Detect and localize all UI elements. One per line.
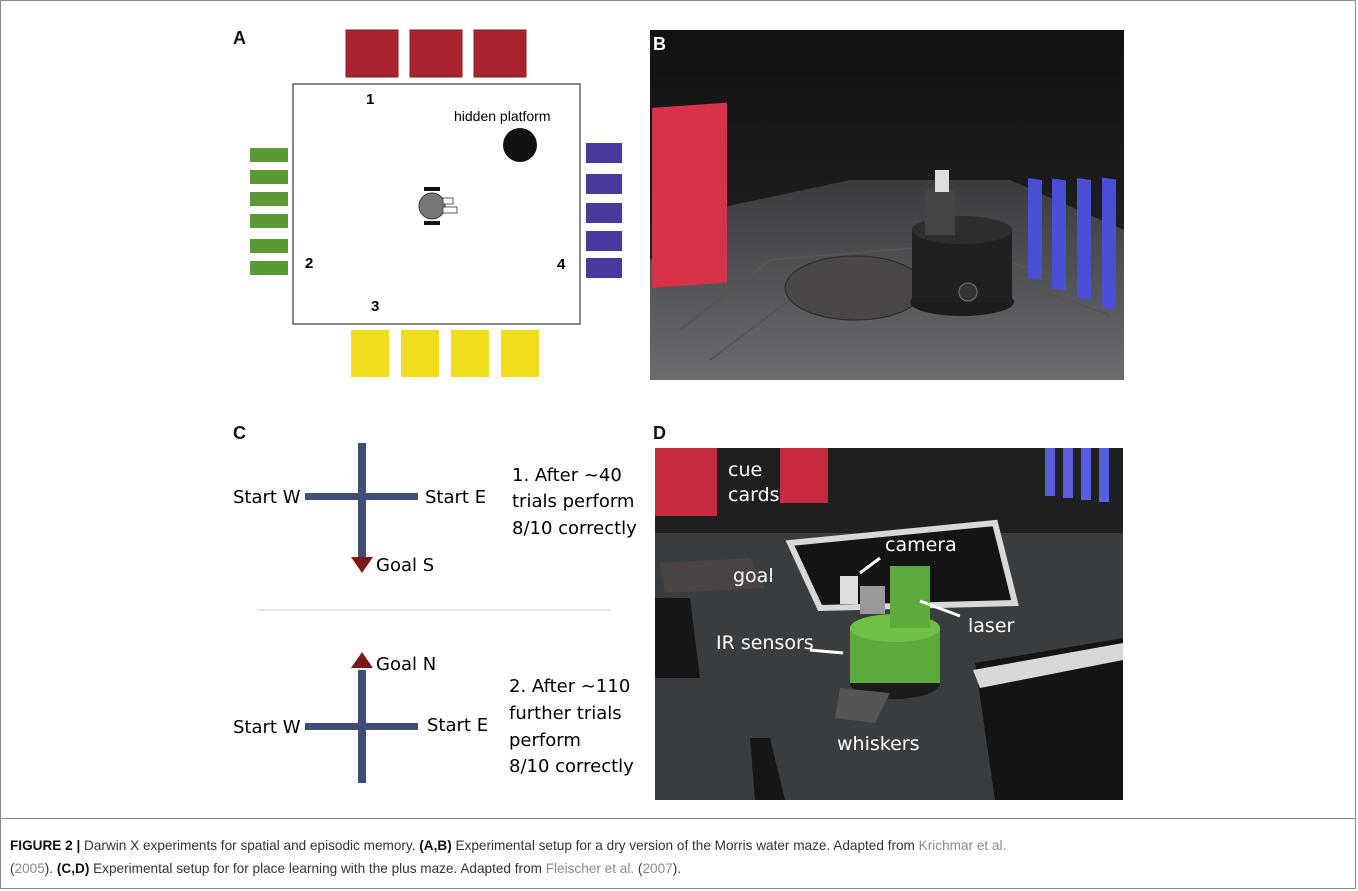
purple-cue-card bbox=[586, 231, 622, 251]
panel-d-scene bbox=[655, 448, 1123, 800]
panel-c-letter: C bbox=[233, 423, 246, 443]
green-cue-card bbox=[250, 214, 288, 228]
panel-d-photo: cue cards camera goal laser IR sensors w… bbox=[655, 448, 1123, 800]
caption-ref-2-paren: ( bbox=[634, 861, 643, 876]
red-cue-card bbox=[409, 29, 463, 78]
start-e-label: Start E bbox=[425, 487, 486, 508]
blue-cue-card-photo bbox=[1045, 448, 1055, 496]
red-cue-card bbox=[345, 29, 399, 78]
caption-ref-krichmar[interactable]: Krichmar et al. bbox=[918, 838, 1007, 853]
hidden-platform bbox=[503, 128, 537, 162]
yellow-cue-card bbox=[501, 330, 539, 377]
panel-b-letter: B bbox=[653, 34, 666, 54]
red-cue-card-photo bbox=[780, 448, 828, 503]
laser-label: laser bbox=[968, 615, 1015, 637]
cue-cards-label-line-2: cards bbox=[728, 484, 780, 506]
start-w-label: Start W bbox=[233, 717, 301, 738]
blue-cue-card-photo bbox=[1099, 448, 1109, 502]
caption-ref-fleischer-year[interactable]: 2007 bbox=[642, 861, 673, 876]
arena-label-1: 1 bbox=[366, 91, 374, 108]
blue-cue-card-photo bbox=[1063, 448, 1073, 498]
green-cue-card bbox=[250, 148, 288, 162]
panel-b-scene bbox=[650, 30, 1124, 380]
caption-ref-krichmar-year[interactable]: 2005 bbox=[14, 861, 45, 876]
trial-note-2-line-2: further trials bbox=[509, 703, 622, 724]
goal-s-label: Goal S bbox=[376, 555, 434, 576]
red-cue-card-photo bbox=[655, 448, 717, 516]
whiskers-label: whiskers bbox=[837, 733, 920, 755]
panel-a-arena-diagram: 1 2 3 4 hidden platform bbox=[250, 29, 622, 377]
red-cue-card bbox=[473, 29, 527, 78]
blue-cue-card-photo bbox=[1028, 178, 1042, 281]
robot-photo bbox=[910, 170, 1014, 316]
blue-cue-card-photo bbox=[1081, 448, 1091, 500]
purple-cue-card bbox=[586, 203, 622, 223]
arena-label-4: 4 bbox=[557, 256, 566, 273]
purple-cue-card bbox=[586, 143, 622, 163]
panel-a-letter: A bbox=[233, 28, 246, 48]
green-cue-card bbox=[250, 239, 288, 253]
trial-note-1-line-2: trials perform bbox=[512, 491, 634, 512]
caption-ref-fleischer[interactable]: Fleischer et al. bbox=[545, 861, 635, 876]
trial-note-1-line-3: 8/10 correctly bbox=[512, 518, 637, 539]
caption-ref-1-paren: ( bbox=[10, 861, 15, 876]
start-w-label: Start W bbox=[233, 487, 301, 508]
caption-text-1: Darwin X experiments for spatial and epi… bbox=[80, 838, 420, 853]
trial-note-2-line-3: perform bbox=[509, 730, 581, 751]
ir-sensors-label: IR sensors bbox=[716, 632, 814, 654]
robot-photo bbox=[835, 566, 940, 723]
caption-ab-label: (A,B) bbox=[419, 838, 452, 853]
arena-label-2: 2 bbox=[305, 255, 313, 272]
caption-cd-label: (C,D) bbox=[56, 861, 90, 876]
goal-n-label: Goal N bbox=[376, 654, 436, 675]
caption-text-3: ). bbox=[44, 861, 57, 876]
maze-arm-horizontal bbox=[305, 723, 418, 730]
goal-north-arrow bbox=[351, 652, 373, 668]
caption-text-5: ). bbox=[672, 861, 682, 876]
trial-note-2-line-4: 8/10 correctly bbox=[509, 756, 634, 777]
goal-label: goal bbox=[733, 565, 774, 587]
purple-cue-card bbox=[586, 174, 622, 194]
blue-cue-card-photo bbox=[1052, 178, 1066, 291]
blue-cue-card-photo bbox=[1077, 178, 1091, 300]
panel-c-plus-maze: Start W Start E Goal S 1. After ~40 tria… bbox=[233, 443, 637, 783]
green-cue-card bbox=[250, 192, 288, 206]
caption-separator bbox=[0, 818, 1356, 819]
panel-b-photo bbox=[650, 30, 1124, 380]
caption-text-4: Experimental setup for for place learnin… bbox=[89, 861, 546, 876]
goal-south-arrow bbox=[351, 557, 373, 573]
caption-text-2: Experimental setup for a dry version of … bbox=[451, 838, 919, 853]
blue-cue-card-photo bbox=[1102, 177, 1116, 310]
green-cue-card bbox=[250, 261, 288, 275]
green-cue-card bbox=[250, 170, 288, 184]
panel-d-letter: D bbox=[653, 423, 666, 443]
camera-label: camera bbox=[885, 534, 957, 556]
trial-note-1-line-1: 1. After ~40 bbox=[512, 465, 622, 486]
hidden-platform-label: hidden platform bbox=[454, 108, 551, 124]
cue-cards-label: cue cards bbox=[728, 458, 780, 508]
yellow-cue-card bbox=[451, 330, 489, 377]
purple-cue-card bbox=[586, 258, 622, 278]
robot-icon bbox=[418, 187, 458, 225]
cue-cards-label-line-1: cue bbox=[728, 459, 763, 481]
start-e-label: Start E bbox=[427, 715, 488, 736]
caption-figure-label: FIGURE 2 | bbox=[10, 838, 81, 853]
trial-note-2-line-1: 2. After ~110 bbox=[509, 676, 630, 697]
yellow-cue-card bbox=[351, 330, 389, 377]
figure-caption: FIGURE 2 | Darwin X experiments for spat… bbox=[10, 834, 1345, 880]
maze-arm-vertical bbox=[358, 443, 366, 558]
yellow-cue-card bbox=[401, 330, 439, 377]
red-cue-card-photo bbox=[652, 102, 727, 288]
maze-arm-horizontal bbox=[305, 493, 418, 500]
arena-label-3: 3 bbox=[371, 298, 379, 315]
